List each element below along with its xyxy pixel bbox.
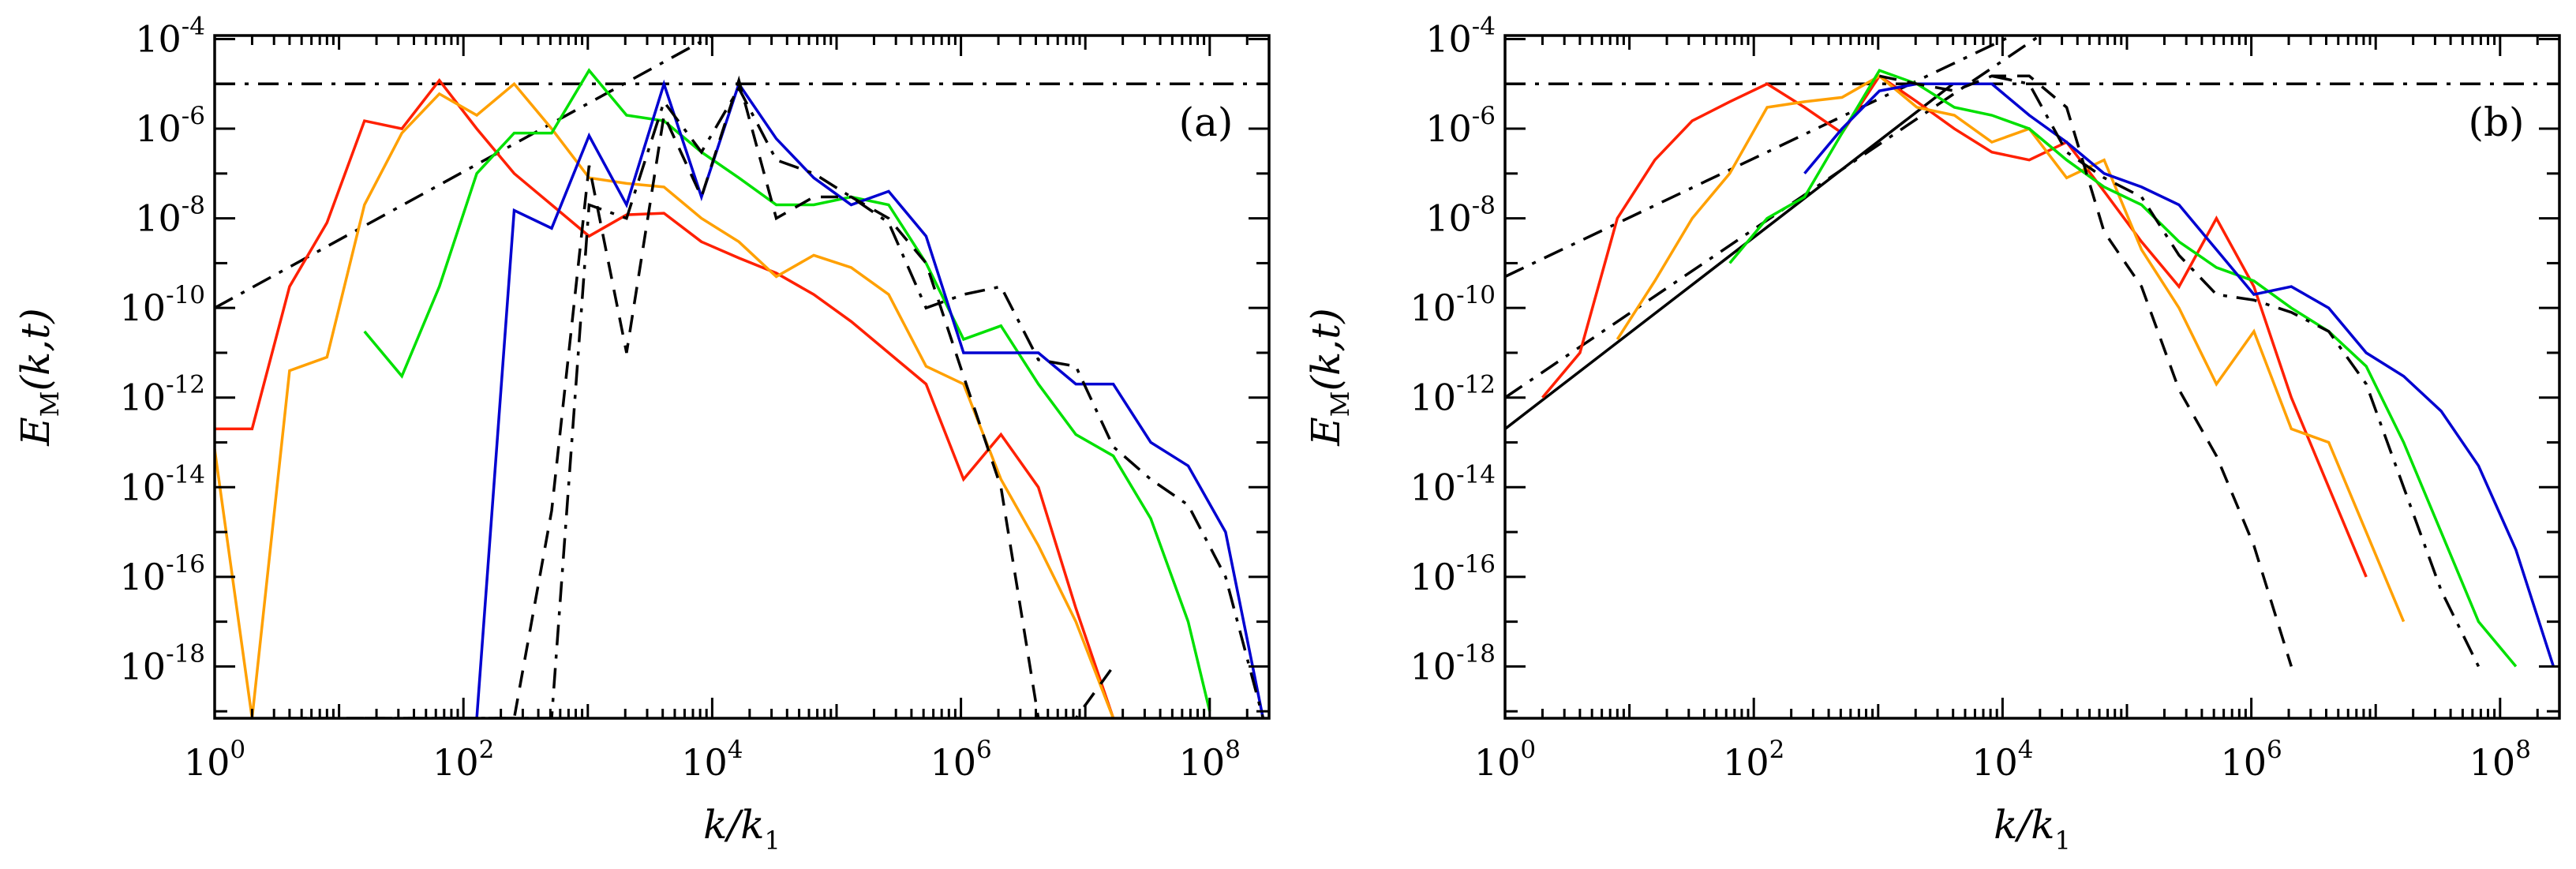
panel-label: (a) <box>1179 99 1234 145</box>
reference-line-sloped-ref-upper <box>1505 36 2013 279</box>
y-tick-label: 10-12 <box>1410 371 1496 419</box>
reference-line-sloped-ref <box>215 36 713 309</box>
x-tick-label: 108 <box>2469 736 2531 784</box>
x-tick-label: 100 <box>184 736 245 784</box>
x-axis-label: k/k1 <box>703 802 781 856</box>
plot-frame <box>213 34 1271 720</box>
tick-marks <box>213 36 1271 718</box>
series-blue <box>439 79 1265 718</box>
x-tick-label: 106 <box>2220 736 2282 784</box>
x-tick-label: 104 <box>681 736 743 784</box>
panel-a: 100 102 104 106 108 10-4 10-6 10-8 10-10 10-12 10-… <box>13 12 1271 856</box>
plot-area <box>215 36 1269 718</box>
panel-b: 100 102 104 106 108 10-4 10-6 10-8 10-10 10-12 10-… <box>1303 12 2561 856</box>
series-black-dashdot <box>1991 74 2481 668</box>
y-tick-label: 10-8 <box>135 192 205 240</box>
y-tick-label: 10-16 <box>120 550 205 598</box>
x-tick-label: 106 <box>930 736 991 784</box>
series-blue <box>1803 82 2555 667</box>
series-red <box>215 77 1115 718</box>
y-tick-label: 10-10 <box>120 281 205 329</box>
x-tick-label: 102 <box>432 736 494 784</box>
x-tick-label: 100 <box>1474 736 1536 784</box>
series-black-dashed <box>1879 74 2293 667</box>
series-red <box>1541 73 2368 578</box>
y-tick-label: 10-16 <box>1410 550 1496 598</box>
x-axis-label: k/k1 <box>1994 802 2071 856</box>
y-tick-label: 10-8 <box>1425 192 1496 240</box>
y-tick-label: 10-14 <box>1410 460 1496 508</box>
y-tick-label: 10-14 <box>120 460 205 508</box>
series-orange <box>215 81 1115 718</box>
y-tick-label: 10-6 <box>1425 102 1496 150</box>
panel-label: (b) <box>2468 99 2524 145</box>
y-axis-label: EM(k,t) <box>1303 308 1355 447</box>
y-tick-label: 10-4 <box>1425 12 1496 60</box>
y-tick-label: 10-18 <box>120 639 205 687</box>
y-tick-label: 10-4 <box>135 12 205 60</box>
x-tick-label: 108 <box>1179 736 1241 784</box>
series-orange <box>1616 74 2406 623</box>
y-tick-label: 10-18 <box>1410 639 1496 687</box>
y-tick-label: 10-10 <box>1410 281 1496 329</box>
plot-area <box>1505 36 2559 668</box>
x-tick-label: 102 <box>1723 736 1784 784</box>
plot-frame <box>1503 34 2561 720</box>
series-black-dashed <box>289 75 1115 718</box>
reference-line-sloped-ref-solid <box>1505 82 1954 430</box>
y-tick-label: 10-12 <box>120 371 205 419</box>
x-tick-label: 104 <box>1971 736 2033 784</box>
y-axis-label: EM(k,t) <box>13 308 65 447</box>
y-tick-label: 10-6 <box>135 102 205 150</box>
series-green <box>363 68 1211 712</box>
tick-marks <box>1503 36 2561 718</box>
series-green <box>1728 69 2518 668</box>
